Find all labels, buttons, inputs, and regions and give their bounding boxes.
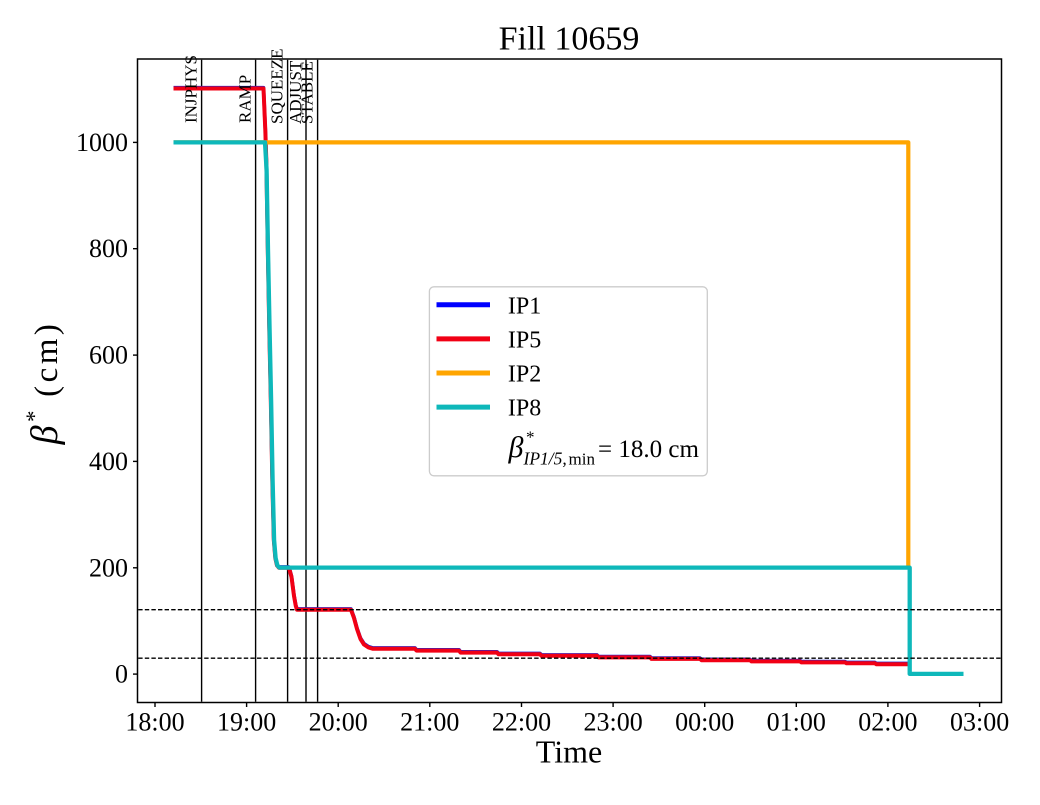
svg-text:18:00: 18:00 xyxy=(125,708,184,737)
svg-text:21:00: 21:00 xyxy=(400,708,459,737)
svg-text:00:00: 00:00 xyxy=(675,708,734,737)
svg-text:SQUEEZE: SQUEEZE xyxy=(268,48,287,124)
svg-text:01:00: 01:00 xyxy=(767,708,826,737)
svg-text:ADJUST: ADJUST xyxy=(286,60,305,124)
svg-text:= 18.0 cm: = 18.0 cm xyxy=(598,436,699,463)
svg-text:IP8: IP8 xyxy=(508,396,541,422)
svg-text:Fill 10659: Fill 10659 xyxy=(499,21,640,58)
svg-text:INJPHYS: INJPHYS xyxy=(182,55,201,123)
svg-text:*: * xyxy=(526,428,535,447)
svg-text:23:00: 23:00 xyxy=(583,708,642,737)
svg-text:IP5: IP5 xyxy=(508,327,541,353)
svg-text:β: β xyxy=(508,431,524,464)
svg-text:min: min xyxy=(569,450,596,469)
svg-text:1000: 1000 xyxy=(76,128,128,157)
svg-text:02:00: 02:00 xyxy=(858,708,917,737)
svg-text:IP1/5,: IP1/5, xyxy=(523,449,567,469)
svg-text:Time: Time xyxy=(536,734,602,770)
svg-text:800: 800 xyxy=(89,234,128,263)
svg-text:0: 0 xyxy=(115,660,128,689)
svg-text:β* (cm): β* (cm) xyxy=(22,321,66,446)
svg-text:19:00: 19:00 xyxy=(217,708,276,737)
svg-text:400: 400 xyxy=(89,447,128,476)
svg-text:IP2: IP2 xyxy=(508,362,541,388)
svg-text:20:00: 20:00 xyxy=(309,708,368,737)
svg-text:600: 600 xyxy=(89,341,128,370)
svg-text:22:00: 22:00 xyxy=(492,708,551,737)
svg-text:IP1: IP1 xyxy=(508,293,541,319)
svg-text:RAMP: RAMP xyxy=(236,75,255,123)
svg-text:03:00: 03:00 xyxy=(950,708,1009,737)
svg-text:STABLE: STABLE xyxy=(298,61,317,124)
svg-text:200: 200 xyxy=(89,553,128,582)
